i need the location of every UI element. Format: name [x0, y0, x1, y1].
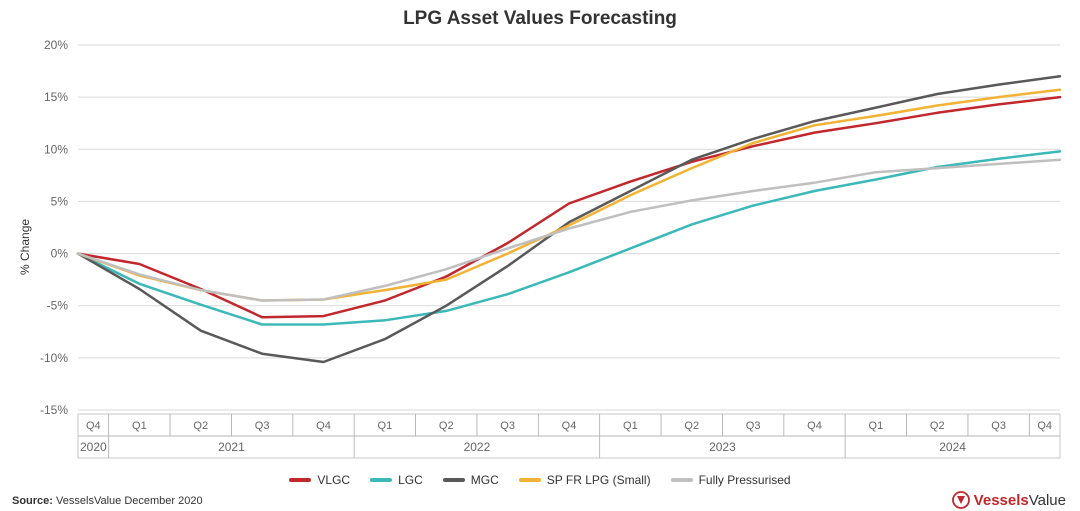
source-attribution: Source: VesselsValue December 2020	[12, 495, 203, 507]
svg-text:Q1: Q1	[378, 420, 393, 432]
legend-swatch	[289, 478, 311, 482]
legend-item: VLGC	[289, 473, 350, 487]
svg-text:Q4: Q4	[562, 420, 577, 432]
brand-text-2: Value	[1029, 492, 1066, 509]
legend-item: SP FR LPG (Small)	[519, 473, 651, 487]
svg-text:Q1: Q1	[869, 420, 884, 432]
legend-swatch	[519, 478, 541, 482]
legend-item: Fully Pressurised	[671, 473, 791, 487]
svg-text:2020: 2020	[80, 440, 107, 454]
legend-item: MGC	[443, 473, 499, 487]
svg-text:5%: 5%	[51, 194, 69, 208]
svg-text:Q2: Q2	[193, 420, 208, 432]
svg-text:Q3: Q3	[255, 420, 270, 432]
legend-label: VLGC	[317, 473, 350, 487]
svg-text:Q4: Q4	[1037, 420, 1052, 432]
svg-text:-5%: -5%	[47, 299, 69, 313]
brand-icon	[952, 491, 970, 509]
svg-text:Q3: Q3	[500, 420, 515, 432]
svg-text:Q4: Q4	[807, 420, 822, 432]
svg-text:2022: 2022	[464, 440, 491, 454]
svg-text:Q4: Q4	[86, 420, 101, 432]
svg-text:-10%: -10%	[40, 351, 68, 365]
svg-text:10%: 10%	[44, 142, 68, 156]
svg-text:20%: 20%	[44, 38, 68, 52]
legend-label: Fully Pressurised	[699, 473, 791, 487]
svg-text:Q2: Q2	[930, 420, 945, 432]
source-text: VesselsValue December 2020	[56, 495, 203, 507]
line-chart: -15% -10% -5% 0% 5% 10% 15% 20% Q4 Q1 Q2 Q3 Q4 Q1 Q2 Q3…	[0, 0, 1080, 511]
svg-text:Q1: Q1	[132, 420, 147, 432]
legend-swatch	[443, 478, 465, 482]
legend-label: MGC	[471, 473, 499, 487]
svg-text:Q3: Q3	[746, 420, 761, 432]
svg-text:2023: 2023	[709, 440, 736, 454]
svg-text:-15%: -15%	[40, 403, 68, 417]
brand-text-1: Vessels	[974, 492, 1029, 509]
svg-text:15%: 15%	[44, 90, 68, 104]
svg-text:Q1: Q1	[623, 420, 638, 432]
legend-swatch	[370, 478, 392, 482]
brand-logo: VesselsValue	[952, 491, 1066, 509]
svg-text:Q3: Q3	[991, 420, 1006, 432]
legend-swatch	[671, 478, 693, 482]
legend-label: SP FR LPG (Small)	[547, 473, 651, 487]
source-label: Source:	[12, 495, 53, 507]
svg-text:2024: 2024	[939, 440, 966, 454]
svg-text:2021: 2021	[218, 440, 245, 454]
legend: VLGC LGC MGC SP FR LPG (Small) Fully Pressur…	[0, 473, 1080, 487]
svg-text:0%: 0%	[51, 247, 69, 261]
legend-label: LGC	[398, 473, 423, 487]
svg-text:Q2: Q2	[684, 420, 699, 432]
svg-text:Q4: Q4	[316, 420, 331, 432]
svg-text:Q2: Q2	[439, 420, 454, 432]
legend-item: LGC	[370, 473, 423, 487]
